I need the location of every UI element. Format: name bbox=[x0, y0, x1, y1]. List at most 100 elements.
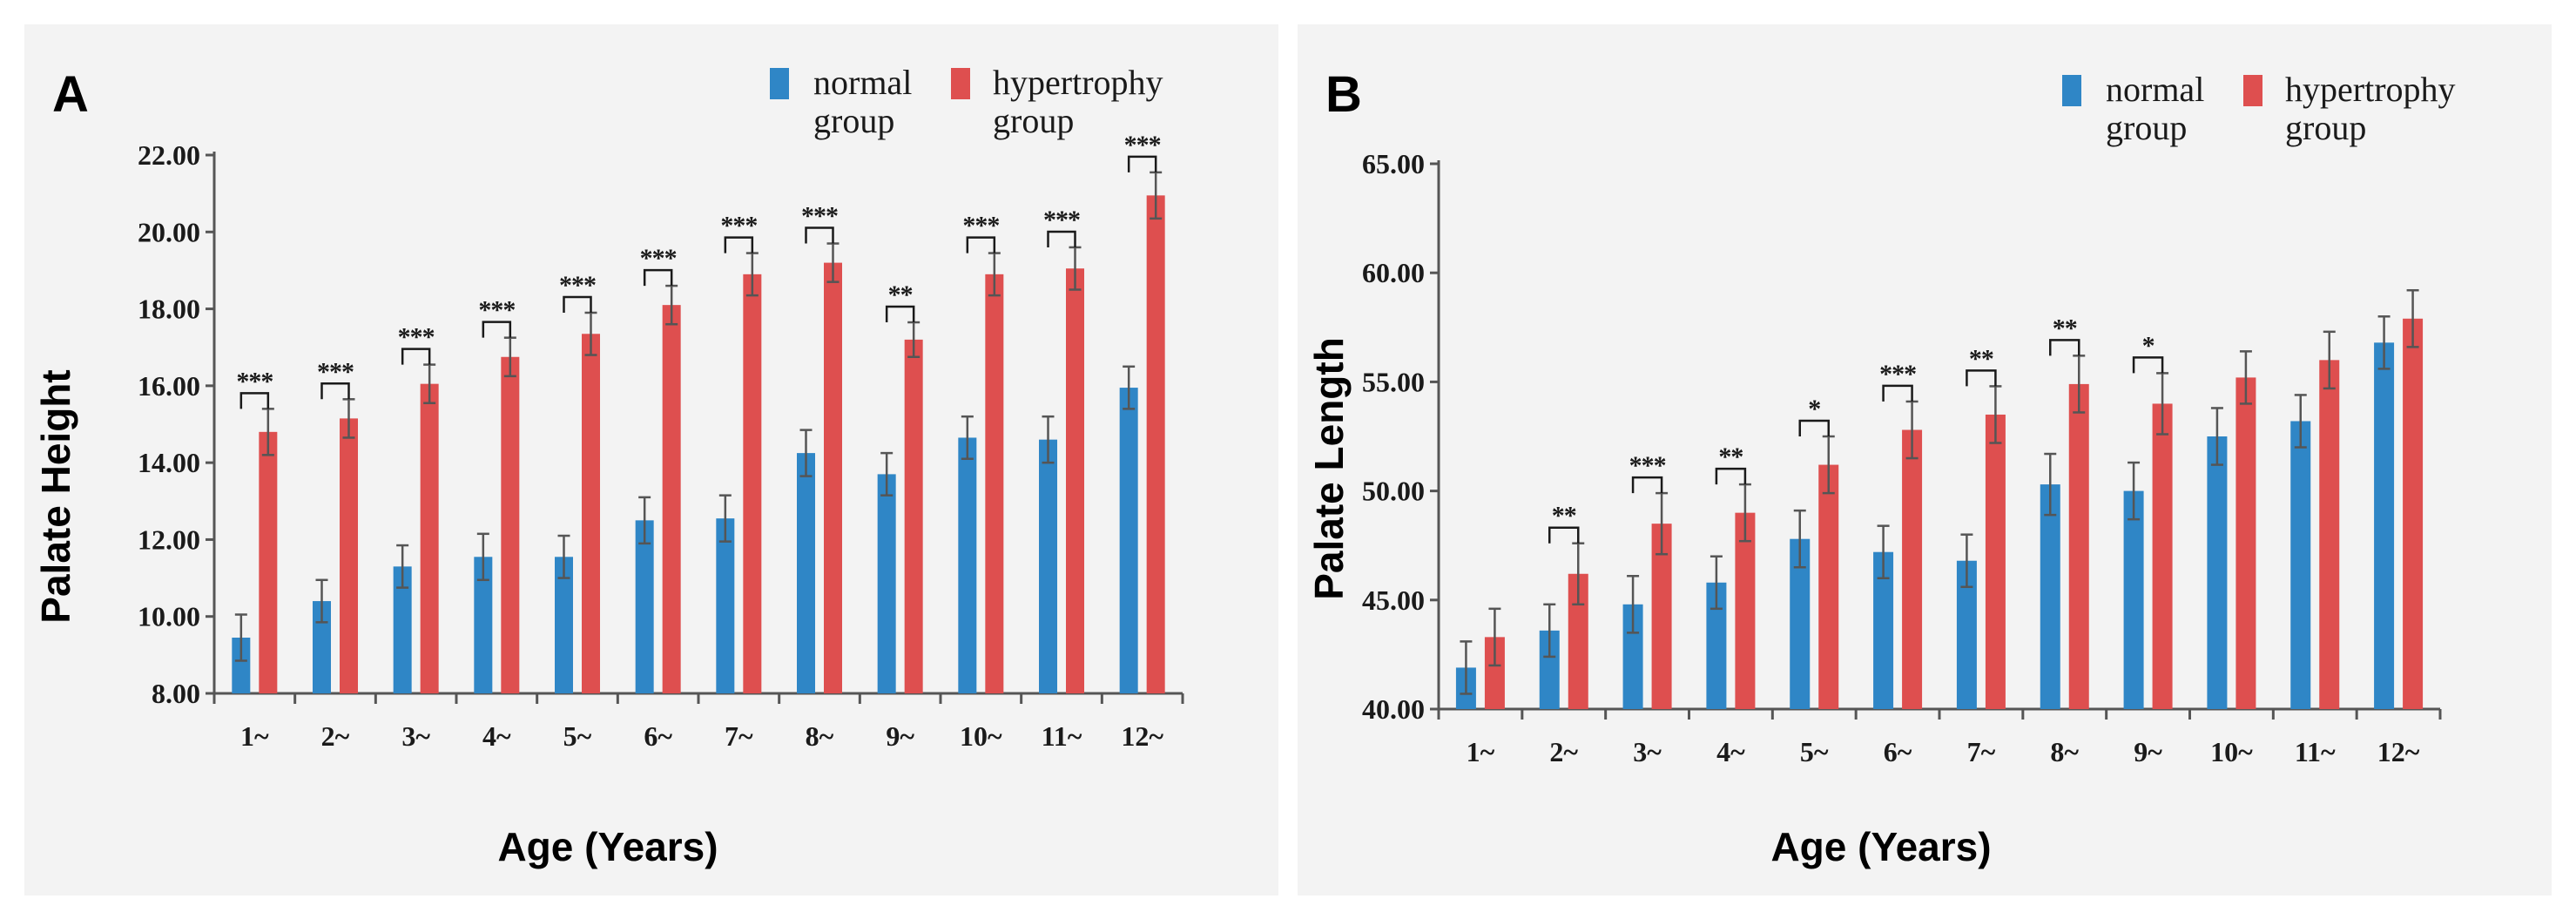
bar-hypertrophy bbox=[904, 339, 923, 693]
significance-bracket bbox=[482, 321, 512, 338]
bar-hypertrophy bbox=[340, 418, 358, 693]
legend-label-hypertrophy-2: group bbox=[2285, 108, 2366, 147]
significance-bracket bbox=[1798, 419, 1830, 436]
chart-a-svg: A normal group hypertrophy group Age (Ye… bbox=[33, 63, 1184, 869]
y-tick-label: 12.00 bbox=[138, 524, 200, 555]
bar-normal bbox=[958, 437, 977, 693]
significance-label: *** bbox=[559, 271, 596, 300]
significance-label: *** bbox=[398, 323, 435, 352]
significance-label: * bbox=[1808, 395, 1820, 423]
significance-label: *** bbox=[640, 244, 677, 273]
significance-label: *** bbox=[720, 212, 757, 240]
significance-label: *** bbox=[317, 357, 354, 386]
significance-bracket bbox=[401, 348, 431, 365]
bar-hypertrophy bbox=[582, 334, 600, 693]
significance-bracket bbox=[1548, 526, 1580, 544]
y-tick-label: 10.00 bbox=[138, 601, 200, 632]
legend-label-hypertrophy-2: group bbox=[993, 101, 1074, 140]
x-tick-label: 6~ bbox=[1884, 736, 1912, 767]
x-tick-label: 4~ bbox=[1716, 736, 1745, 767]
chart-b-svg: B normal group hypertrophy group Age (Ye… bbox=[1306, 66, 2456, 869]
y-tick-label: 65.00 bbox=[1362, 148, 1425, 179]
legend-label-normal-2: group bbox=[2106, 108, 2187, 147]
significance-label: ** bbox=[2053, 314, 2077, 342]
significance-label: *** bbox=[1043, 206, 1080, 234]
significance-bracket bbox=[563, 295, 592, 313]
bar-normal bbox=[716, 518, 735, 693]
x-axis-title-a: Age (Years) bbox=[497, 824, 718, 869]
x-tick-label: 12~ bbox=[2377, 736, 2420, 767]
bar-hypertrophy bbox=[2403, 318, 2424, 709]
x-tick-label: 3~ bbox=[401, 720, 430, 752]
x-tick-label: 9~ bbox=[2134, 736, 2162, 767]
bar-normal bbox=[232, 637, 251, 693]
legend-label-normal-1: normal bbox=[813, 63, 912, 102]
bar-normal bbox=[1790, 538, 1811, 709]
significance-bracket bbox=[643, 268, 673, 287]
significance-bracket bbox=[805, 226, 834, 244]
legend-label-normal-2: group bbox=[813, 101, 894, 140]
bar-normal bbox=[2374, 342, 2395, 709]
y-tick-label: 18.00 bbox=[138, 294, 200, 325]
significance-bracket bbox=[1047, 230, 1076, 247]
bar-hypertrophy bbox=[1735, 512, 1756, 709]
bar-normal bbox=[1706, 582, 1727, 709]
significance-bracket bbox=[1715, 467, 1747, 485]
x-tick-label: 2~ bbox=[1549, 736, 1578, 767]
bar-hypertrophy bbox=[1818, 464, 1839, 709]
legend-swatch-hypertrophy bbox=[951, 68, 970, 99]
x-tick-label: 10~ bbox=[2210, 736, 2253, 767]
bar-hypertrophy bbox=[1484, 637, 1505, 709]
significance-bracket bbox=[1966, 369, 1997, 387]
bar-hypertrophy bbox=[420, 383, 439, 693]
bar-hypertrophy bbox=[2235, 377, 2256, 709]
x-tick-label: 4~ bbox=[482, 720, 511, 752]
significance-label: ** bbox=[1552, 502, 1576, 530]
bar-hypertrophy bbox=[2152, 403, 2173, 709]
plot-area-a: 8.00 10.00 12.00 14.00 16.00 18.00 20.00 22.00 1… bbox=[138, 131, 1184, 752]
x-tick-label: 6~ bbox=[644, 720, 672, 752]
panel-letter-a: A bbox=[52, 66, 89, 123]
x-tick-label: 11~ bbox=[2295, 736, 2336, 767]
bar-normal bbox=[1539, 630, 1560, 709]
bar-hypertrophy bbox=[259, 431, 278, 693]
bar-hypertrophy bbox=[1146, 195, 1165, 694]
y-tick-label: 22.00 bbox=[138, 139, 200, 171]
significance-bracket bbox=[1882, 384, 1913, 402]
x-tick-label: 10~ bbox=[960, 720, 1002, 752]
x-tick-label: 5~ bbox=[1800, 736, 1829, 767]
significance-bracket bbox=[885, 305, 915, 323]
panel-a: A normal group hypertrophy group Age (Ye… bbox=[24, 24, 1278, 895]
y-tick-label: 50.00 bbox=[1362, 476, 1425, 507]
y-tick-label: 40.00 bbox=[1362, 693, 1425, 725]
significance-bracket bbox=[239, 392, 270, 409]
bar-normal bbox=[555, 557, 573, 693]
significance-label: *** bbox=[478, 296, 515, 325]
bar-normal bbox=[1622, 604, 1643, 709]
significance-label: ** bbox=[1969, 344, 1993, 373]
bar-normal bbox=[474, 557, 493, 693]
x-tick-label: 8~ bbox=[2050, 736, 2079, 767]
bar-hypertrophy bbox=[2068, 383, 2089, 709]
bar-normal bbox=[1873, 551, 1894, 709]
significance-label: *** bbox=[1879, 360, 1916, 389]
bar-hypertrophy bbox=[824, 262, 842, 693]
bar-normal bbox=[313, 601, 331, 693]
significance-label: *** bbox=[1629, 451, 1666, 480]
legend-swatch-normal bbox=[2062, 75, 2081, 106]
legend-label-normal-1: normal bbox=[2106, 70, 2204, 109]
bar-hypertrophy bbox=[501, 356, 520, 693]
significance-bracket bbox=[1631, 476, 1663, 494]
x-tick-label: 2~ bbox=[321, 720, 350, 752]
bar-hypertrophy bbox=[743, 274, 762, 693]
significance-label: *** bbox=[1124, 131, 1161, 159]
x-tick-label: 12~ bbox=[1121, 720, 1163, 752]
bar-hypertrophy bbox=[2319, 360, 2340, 709]
bar-normal bbox=[1956, 560, 1977, 709]
bar-normal bbox=[2040, 484, 2060, 709]
legend-swatch-hypertrophy bbox=[2243, 75, 2262, 106]
x-tick-label: 3~ bbox=[1633, 736, 1662, 767]
significance-label: *** bbox=[801, 202, 838, 231]
bar-hypertrophy bbox=[1568, 573, 1588, 709]
bar-normal bbox=[393, 566, 412, 693]
